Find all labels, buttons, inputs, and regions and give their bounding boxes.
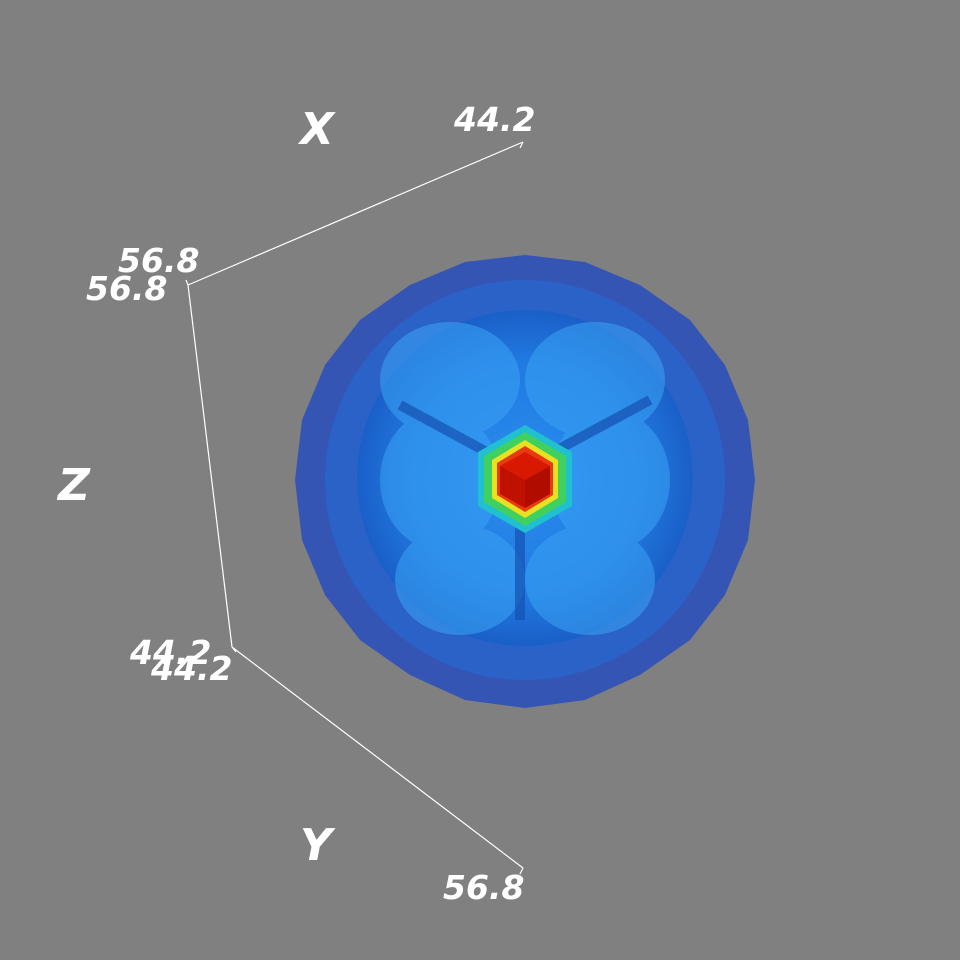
x-axis-title: X <box>297 104 336 155</box>
x-axis-min-label: 56.8 <box>118 241 199 280</box>
axis-frame <box>185 141 524 875</box>
z-axis-top-label: 56.8 <box>86 269 167 308</box>
y-axis-min-label: 44.2 <box>150 649 232 688</box>
x-axis-max-label: 44.2 <box>453 100 535 139</box>
y-axis-line <box>231 646 524 869</box>
inner-lobes <box>380 322 670 635</box>
z-axis-line <box>187 284 233 648</box>
y-axis-title: Y <box>300 820 336 871</box>
x-axis-line <box>187 141 524 286</box>
z-axis-title: Z <box>56 460 91 511</box>
core-center-cube-left <box>500 466 525 508</box>
z-axis-bottom-label: 44.2 <box>129 633 211 672</box>
y-axis-max-label: 56.8 <box>443 868 524 907</box>
volume-render[interactable] <box>295 255 755 708</box>
core-center-cube-right <box>525 466 550 508</box>
